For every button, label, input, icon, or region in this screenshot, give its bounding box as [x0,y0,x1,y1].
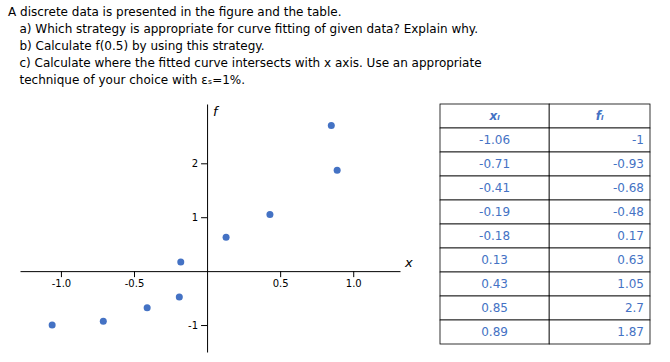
y-tick-label: 1 [192,212,198,223]
y-tick-mark [201,217,207,218]
x-tick-label: 0.5 [273,278,289,289]
table-cell [549,152,650,176]
point [100,318,107,325]
table-value: -0.41 [479,181,510,195]
x-tick: -0.5 [125,271,145,289]
table-cell [549,272,650,296]
table-value: 0.85 [481,301,508,315]
chart: A discrete data is presented in the figu… [0,0,670,362]
points [49,122,341,328]
table-value: -1.06 [479,133,510,147]
y-tick-mark [201,325,207,326]
table: xᵢ fᵢ -1.06 -1 -0.71 -0.93 -0.41 -0.68 -0.19 -0.4… [440,104,650,344]
point [334,167,341,174]
table-value: -0.71 [479,157,510,171]
x-axis: -1.0 -0.5 0.5 1.0 [21,271,401,289]
table-cell [440,272,549,296]
y-tick: -1 [188,320,207,331]
y-tick-mark [201,163,207,164]
x-tick-label: 1.0 [346,278,362,289]
title: A discrete data is presented in the figu… [8,5,482,87]
y-axis: -1 1 2 [188,105,207,353]
y-tick-label: -1 [188,320,198,331]
x-axis-line [21,271,401,272]
y-tick: 1 [192,212,207,223]
x-axis-label: x [404,255,413,270]
table-cell [440,176,549,200]
point [176,294,183,301]
table-value: -0.18 [479,229,510,243]
point [223,234,230,241]
title-line: b) Calculate f(0.5) by using this strate… [8,39,265,53]
table-cell [440,128,549,152]
table-cell [549,128,650,152]
table-value: 2.7 [625,301,644,315]
table-cell [440,296,549,320]
table-header: fᵢ [596,109,604,123]
y-tick-label: 2 [192,158,198,169]
x-tick-mark [61,271,62,277]
table-cell [440,152,549,176]
table-cell [549,176,650,200]
table-cell [549,320,650,344]
title-line: c) Calculate where the fitted curve inte… [8,56,482,70]
x-tick-label: -0.5 [125,278,145,289]
x-tick-mark [280,271,281,277]
table-cell [440,224,549,248]
table-value: 0.63 [617,253,644,267]
table-cell [549,296,650,320]
table-value: -1 [632,133,644,147]
table-cell [440,104,549,128]
y-tick: 2 [192,158,207,169]
point [144,304,151,311]
x-tick: 0.5 [273,271,289,289]
table-cell [440,320,549,344]
table-value: -0.68 [613,181,644,195]
point [49,322,56,329]
table-value: -0.19 [479,205,510,219]
table-value: 0.43 [481,277,508,291]
table-cell [549,248,650,272]
y-axis-line [207,105,208,353]
table-value: 0.17 [617,229,644,243]
table-cell [549,224,650,248]
title-line: A discrete data is presented in the figu… [8,5,341,19]
table-value: 1.05 [617,277,644,291]
table-value: -0.48 [613,205,644,219]
x-tick: 1.0 [346,271,362,289]
point [177,258,184,265]
x-tick-label: -1.0 [52,278,72,289]
table-cell [440,200,549,224]
x-tick-mark [134,271,135,277]
x-tick: -1.0 [52,271,72,289]
table-header: xᵢ [488,109,500,123]
table-cell [440,248,549,272]
table-value: 1.87 [617,325,644,339]
table-cell [549,200,650,224]
x-tick-mark [353,271,354,277]
title-line: a) Which strategy is appropriate for cur… [8,22,478,36]
point [266,211,273,218]
table-value: 0.13 [481,253,508,267]
table-cell [549,104,650,128]
y-axis-label: f [213,104,220,119]
point [328,122,335,129]
title-line: technique of your choice with εₛ=1%. [8,73,245,87]
table-value: 0.89 [481,325,508,339]
table-value: -0.93 [613,157,644,171]
